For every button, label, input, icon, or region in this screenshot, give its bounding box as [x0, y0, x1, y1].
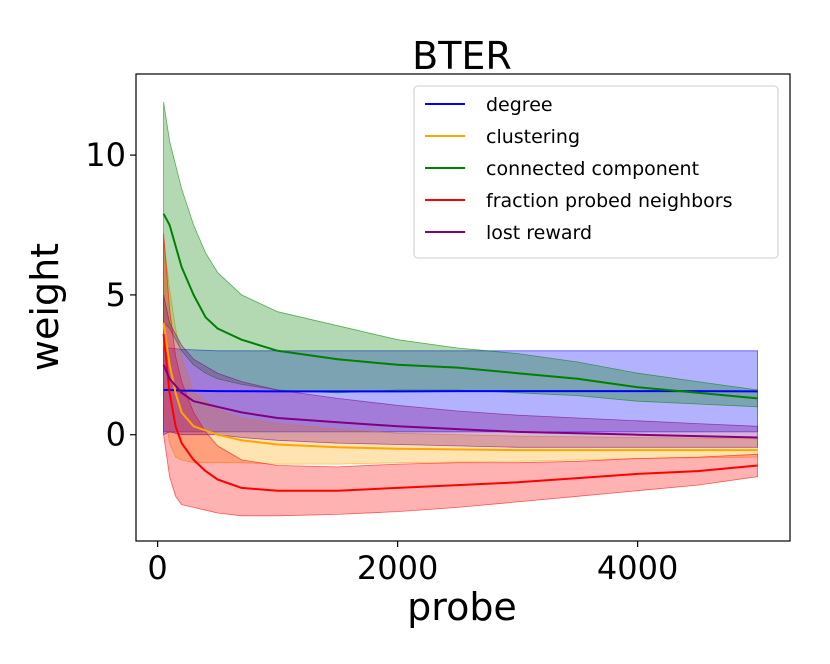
x-axis-label: probe	[407, 585, 517, 629]
legend-label-degree: degree	[486, 94, 553, 116]
legend-label-connected-component: connected component	[486, 158, 699, 180]
legend-label-lost-reward: lost reward	[486, 222, 592, 244]
legend-frame	[413, 85, 779, 259]
line-lost-reward	[162, 364, 758, 439]
plot-area-frame	[135, 73, 791, 542]
legend-label-clustering: clustering	[486, 126, 580, 148]
y-tick-label: 0	[106, 416, 126, 454]
band-fraction-probed-neighbors	[163, 233, 758, 517]
chart-title: BTER	[412, 34, 512, 78]
band-connected-component	[163, 101, 758, 408]
x-tick-label: 4000	[597, 549, 678, 587]
y-axis-label: weight	[23, 243, 67, 371]
line-connected-component	[162, 213, 758, 400]
legend: degree clustering connected component fract…	[413, 85, 779, 259]
x-tick-label: 2000	[357, 549, 438, 587]
x-tick-label: 0	[147, 549, 167, 587]
line-degree	[163, 389, 758, 393]
line-fraction-probed-neighbors	[162, 333, 758, 492]
line-clustering	[162, 322, 758, 452]
axis-ticks: 0 2000 4000 0 5 10	[85, 136, 678, 587]
series-lines	[162, 213, 758, 492]
legend-label-fraction-probed-neighbors: fraction probed neighbors	[486, 190, 732, 212]
y-tick-label: 5	[106, 276, 126, 314]
y-tick-label: 10	[85, 136, 126, 174]
